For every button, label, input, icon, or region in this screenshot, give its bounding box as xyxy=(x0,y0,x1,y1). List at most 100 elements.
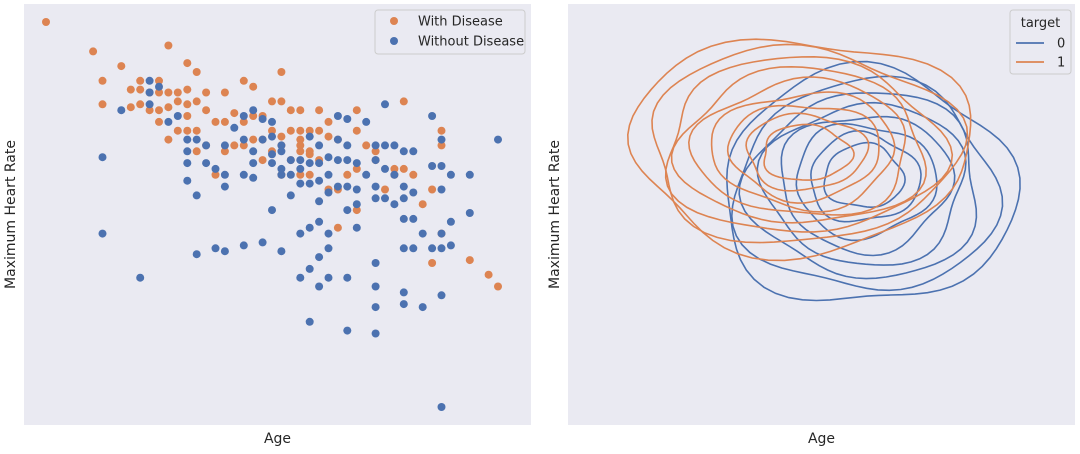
contour-target-1-level-4 xyxy=(710,91,896,213)
point-without-disease-110 xyxy=(399,244,408,253)
point-with-disease-28 xyxy=(192,68,201,76)
legend-label-1: 1 xyxy=(1057,56,1065,71)
legend-label-0: 0 xyxy=(1057,37,1065,52)
contour-target-0-level-6 xyxy=(738,92,978,280)
point-without-disease-109 xyxy=(399,214,408,223)
point-without-disease-84 xyxy=(343,326,352,335)
point-without-disease-73 xyxy=(324,273,333,282)
point-without-disease-118 xyxy=(418,303,427,312)
point-with-disease-40 xyxy=(230,109,239,118)
point-without-disease-53 xyxy=(296,229,305,238)
point-without-disease-1 xyxy=(98,229,107,238)
point-without-disease-116 xyxy=(409,244,418,253)
legend-label-with-disease: With Disease xyxy=(418,15,503,30)
point-with-disease-30 xyxy=(192,126,201,135)
point-without-disease-71 xyxy=(324,229,333,238)
point-with-disease-46 xyxy=(249,112,258,120)
point-without-disease-79 xyxy=(343,141,352,150)
point-with-disease-54 xyxy=(277,68,286,76)
point-without-disease-72 xyxy=(324,244,333,253)
point-without-disease-119 xyxy=(428,112,437,120)
point-with-disease-73 xyxy=(315,126,324,135)
point-without-disease-0 xyxy=(98,153,107,162)
point-without-disease-12 xyxy=(183,159,192,168)
point-without-disease-132 xyxy=(465,170,474,179)
point-without-disease-22 xyxy=(220,170,229,179)
point-without-disease-96 xyxy=(371,282,380,291)
point-with-disease-95 xyxy=(418,200,427,209)
point-without-disease-52 xyxy=(296,179,305,188)
point-without-disease-32 xyxy=(249,159,258,168)
point-without-disease-26 xyxy=(239,112,248,120)
contour-target-0-level-5 xyxy=(756,101,967,266)
point-with-disease-84 xyxy=(352,164,361,173)
point-without-disease-98 xyxy=(371,329,380,338)
point-with-disease-87 xyxy=(371,147,380,156)
point-without-disease-59 xyxy=(305,264,314,273)
point-with-disease-96 xyxy=(428,185,437,194)
point-without-disease-80 xyxy=(343,156,352,165)
point-without-disease-47 xyxy=(286,156,295,165)
point-without-disease-97 xyxy=(371,303,380,312)
point-with-disease-101 xyxy=(465,256,474,265)
point-without-disease-99 xyxy=(381,100,389,109)
point-with-disease-0 xyxy=(42,18,50,26)
point-without-disease-28 xyxy=(239,135,248,144)
contour-target-0-level-2 xyxy=(810,129,922,223)
point-without-disease-34 xyxy=(258,115,267,123)
point-without-disease-111 xyxy=(399,288,408,297)
point-with-disease-83 xyxy=(352,126,361,135)
point-with-disease-23 xyxy=(183,59,192,68)
contour-target-1-level-2 xyxy=(745,112,870,192)
legend-marker-with-disease xyxy=(390,17,398,25)
point-with-disease-35 xyxy=(211,117,220,126)
point-with-disease-26 xyxy=(183,112,192,120)
point-without-disease-105 xyxy=(390,200,399,209)
point-with-disease-45 xyxy=(249,82,258,91)
point-without-disease-25 xyxy=(230,123,239,132)
point-without-disease-127 xyxy=(437,291,446,300)
contour-target-1-level-7 xyxy=(664,55,954,233)
point-without-disease-60 xyxy=(305,317,314,326)
point-without-disease-129 xyxy=(446,170,455,179)
point-with-disease-8 xyxy=(136,85,145,94)
point-without-disease-3 xyxy=(136,273,145,282)
point-without-disease-68 xyxy=(324,153,333,162)
point-without-disease-103 xyxy=(390,141,399,150)
point-with-disease-4 xyxy=(117,62,126,71)
point-with-disease-65 xyxy=(296,141,305,150)
point-with-disease-99 xyxy=(437,141,446,150)
point-with-disease-9 xyxy=(136,100,145,109)
point-with-disease-13 xyxy=(155,88,163,97)
scatter-legend-box xyxy=(374,9,526,55)
point-without-disease-106 xyxy=(399,147,408,156)
point-with-disease-29 xyxy=(192,97,201,106)
point-with-disease-43 xyxy=(239,117,248,126)
point-with-disease-44 xyxy=(239,141,248,150)
point-without-disease-44 xyxy=(277,164,286,173)
point-with-disease-64 xyxy=(296,135,305,144)
point-with-disease-41 xyxy=(230,141,239,150)
kde-contours xyxy=(626,38,1021,302)
scatter-points xyxy=(42,18,502,411)
point-without-disease-67 xyxy=(315,282,324,291)
point-without-disease-18 xyxy=(202,159,211,168)
point-without-disease-21 xyxy=(220,141,229,150)
point-without-disease-113 xyxy=(409,147,418,156)
point-without-disease-8 xyxy=(164,117,173,126)
point-without-disease-112 xyxy=(399,300,408,309)
point-with-disease-82 xyxy=(352,106,361,115)
point-without-disease-107 xyxy=(399,182,408,191)
point-without-disease-124 xyxy=(437,185,446,194)
point-without-disease-65 xyxy=(315,217,324,226)
point-without-disease-10 xyxy=(183,135,192,144)
contour-target-1-level-1 xyxy=(763,123,855,181)
point-with-disease-21 xyxy=(173,97,182,106)
point-without-disease-38 xyxy=(268,132,276,141)
point-with-disease-37 xyxy=(220,88,229,97)
point-without-disease-50 xyxy=(296,156,305,165)
point-without-disease-37 xyxy=(268,117,276,126)
point-with-disease-91 xyxy=(390,164,399,173)
point-without-disease-58 xyxy=(305,223,314,232)
point-without-disease-114 xyxy=(409,188,418,197)
